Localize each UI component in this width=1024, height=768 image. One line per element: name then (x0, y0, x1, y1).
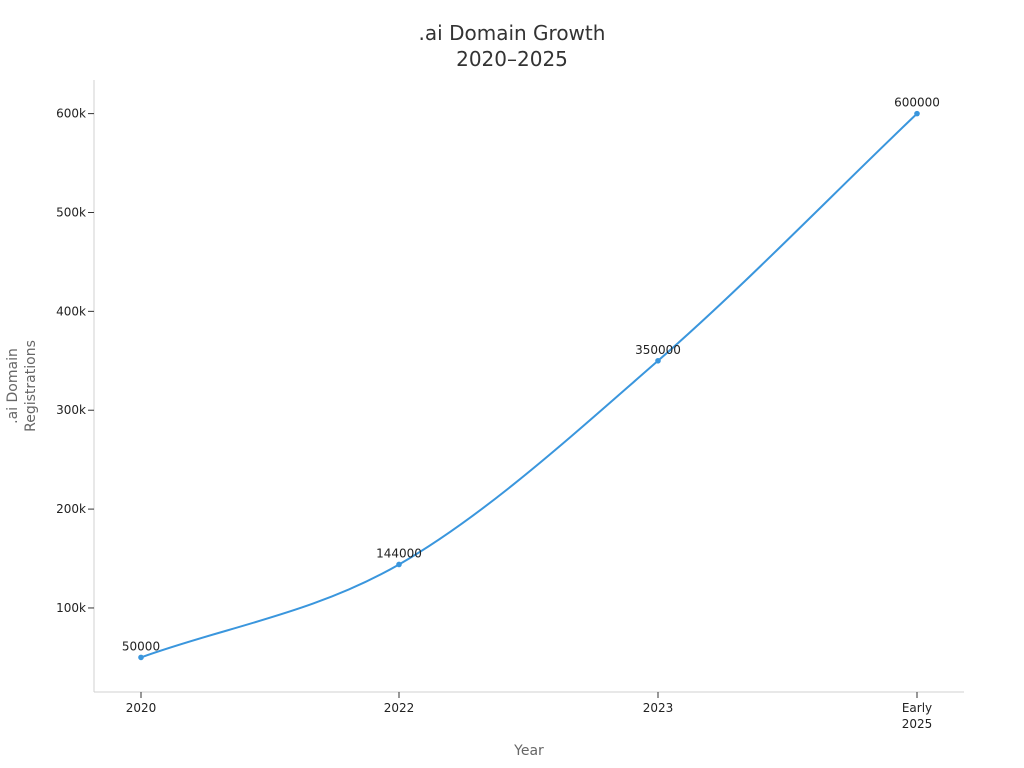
data-label: 50000 (122, 639, 160, 653)
y-tick-label: 300k (56, 403, 86, 417)
data-point (914, 110, 920, 117)
data-point (138, 654, 144, 661)
data-label: 144000 (376, 546, 422, 560)
x-tick-label: 2025 (902, 717, 933, 731)
series-group: 50000 144000 350000 600000 (122, 96, 940, 661)
y-tick-label: 100k (56, 601, 86, 615)
x-tick-label: 2022 (384, 701, 415, 715)
y-tick-label: 600k (56, 107, 86, 121)
series-line (140, 112, 918, 659)
x-tick-label: 2020 (126, 701, 157, 715)
x-tick-label: 2023 (643, 701, 674, 715)
y-axis-title: .ai Domain Registrations (5, 340, 39, 432)
data-label: 600000 (894, 96, 940, 110)
x-tick-label: Early (902, 701, 932, 715)
y-axis-ticks: 100k 200k 300k 400k 500k 600k (56, 107, 94, 615)
y-tick-label: 400k (56, 304, 86, 318)
data-label: 350000 (635, 343, 681, 357)
data-point (655, 357, 661, 364)
x-axis-title: Year (513, 743, 544, 759)
y-tick-label: 200k (56, 502, 86, 516)
chart-title-line-2: 2020–2025 (456, 47, 568, 71)
data-point (396, 561, 402, 568)
x-axis-ticks: 2020 2022 2023 Early 2025 (126, 692, 933, 731)
y-axis-title-line-1: .ai Domain (5, 348, 21, 424)
y-axis-title-line-2: Registrations (23, 340, 39, 432)
y-tick-label: 500k (56, 205, 86, 219)
chart-title-line-1: .ai Domain Growth (419, 21, 606, 45)
